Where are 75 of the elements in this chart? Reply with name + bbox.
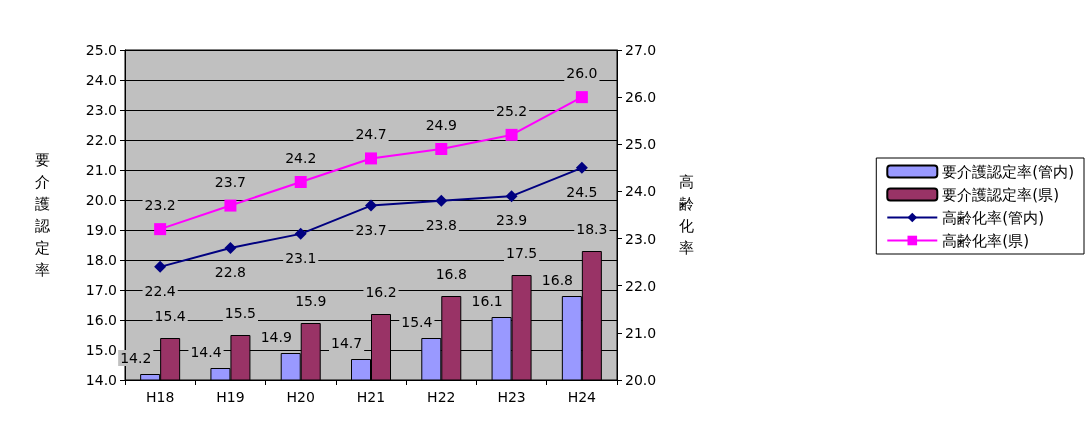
data-label: 23.9 — [495, 212, 528, 229]
data-label: 14.9 — [260, 329, 292, 345]
x-tick-label: H24 — [567, 389, 597, 405]
data-label: 14.7 — [331, 335, 363, 351]
x-tick-label: H20 — [286, 389, 315, 405]
legend-label: 高齢化率(県) — [942, 231, 1030, 250]
data-label: 18.3 — [576, 221, 608, 237]
data-label: 16.1 — [471, 293, 503, 309]
point — [575, 91, 588, 104]
data-label: 16.8 — [541, 272, 574, 288]
y-tick-label: 24.0 — [85, 72, 117, 88]
legend-label: 要介護認定率(管内) — [942, 162, 1075, 181]
data-label: 15.4 — [154, 308, 186, 324]
point — [435, 194, 448, 207]
data-label: 22.8 — [214, 264, 247, 280]
data-label: 14.2 — [120, 350, 152, 366]
y2-tick-label: 20.0 — [625, 372, 657, 388]
point — [224, 199, 237, 212]
y2-tick-label: 24.0 — [625, 183, 657, 200]
x-tick-label: H22 — [427, 389, 456, 405]
point — [575, 161, 588, 174]
y-tick-label: 17.0 — [85, 282, 117, 298]
y2-tick-label: 23.0 — [625, 230, 657, 247]
y2-tick-label: 27.0 — [625, 42, 657, 58]
data-label: 16.8 — [435, 266, 467, 282]
y2-tick-label: 21.0 — [625, 324, 657, 341]
y-tick-label: 19.0 — [85, 222, 117, 238]
point — [505, 128, 518, 141]
data-label: 26.0 — [566, 65, 598, 82]
x-tick-label: H19 — [216, 389, 245, 405]
point — [505, 190, 518, 203]
point — [294, 176, 307, 188]
data-label: 16.2 — [365, 284, 397, 300]
data-label: 17.5 — [505, 245, 538, 261]
point — [224, 242, 237, 254]
data-label: 23.7 — [355, 221, 387, 238]
y-tick-label: 25.0 — [85, 42, 117, 58]
data-label: 24.9 — [425, 117, 457, 133]
legend-label: 高齢化率(管内) — [942, 208, 1045, 227]
point — [154, 223, 167, 236]
point — [154, 260, 167, 273]
data-label: 23.1 — [285, 249, 317, 266]
y-tick-label: 22.0 — [85, 132, 117, 148]
data-label: 15.9 — [295, 293, 327, 309]
point — [294, 227, 307, 240]
data-label: 24.7 — [355, 126, 387, 143]
x-tick-label: H23 — [497, 389, 526, 405]
y-tick-label: 23.0 — [85, 102, 117, 118]
point — [365, 199, 377, 212]
y-tick-label: 15.0 — [85, 342, 117, 358]
y-axis-title: 要介護認定率 — [35, 151, 50, 279]
data-label: 14.4 — [190, 344, 222, 360]
data-label: 24.2 — [285, 150, 317, 166]
y2-tick-label: 22.0 — [625, 277, 657, 294]
y-tick-label: 18.0 — [85, 252, 117, 268]
data-label: 15.5 — [224, 305, 257, 321]
x-tick-label: H18 — [145, 389, 175, 405]
y2-tick-label: 25.0 — [625, 136, 657, 153]
data-label: 24.5 — [566, 183, 598, 200]
y-tick-label: 20.0 — [85, 192, 117, 208]
x-tick-label: H21 — [356, 389, 386, 405]
data-label: 23.8 — [425, 216, 457, 233]
y-tick-label: 16.0 — [85, 312, 117, 328]
y-tick-label: 21.0 — [85, 162, 117, 178]
point — [365, 152, 377, 165]
data-label: 22.4 — [144, 282, 176, 299]
point — [435, 143, 448, 155]
y2-axis-title: 高齢化率 — [679, 173, 694, 257]
data-label: 25.2 — [495, 102, 528, 119]
data-label: 23.7 — [214, 173, 247, 190]
y2-tick-label: 26.0 — [625, 89, 657, 106]
data-label: 23.2 — [144, 197, 176, 214]
data-label: 15.4 — [401, 314, 433, 330]
y-tick-label: 14.0 — [85, 372, 117, 388]
legend-label: 要介護認定率(県) — [942, 185, 1060, 204]
